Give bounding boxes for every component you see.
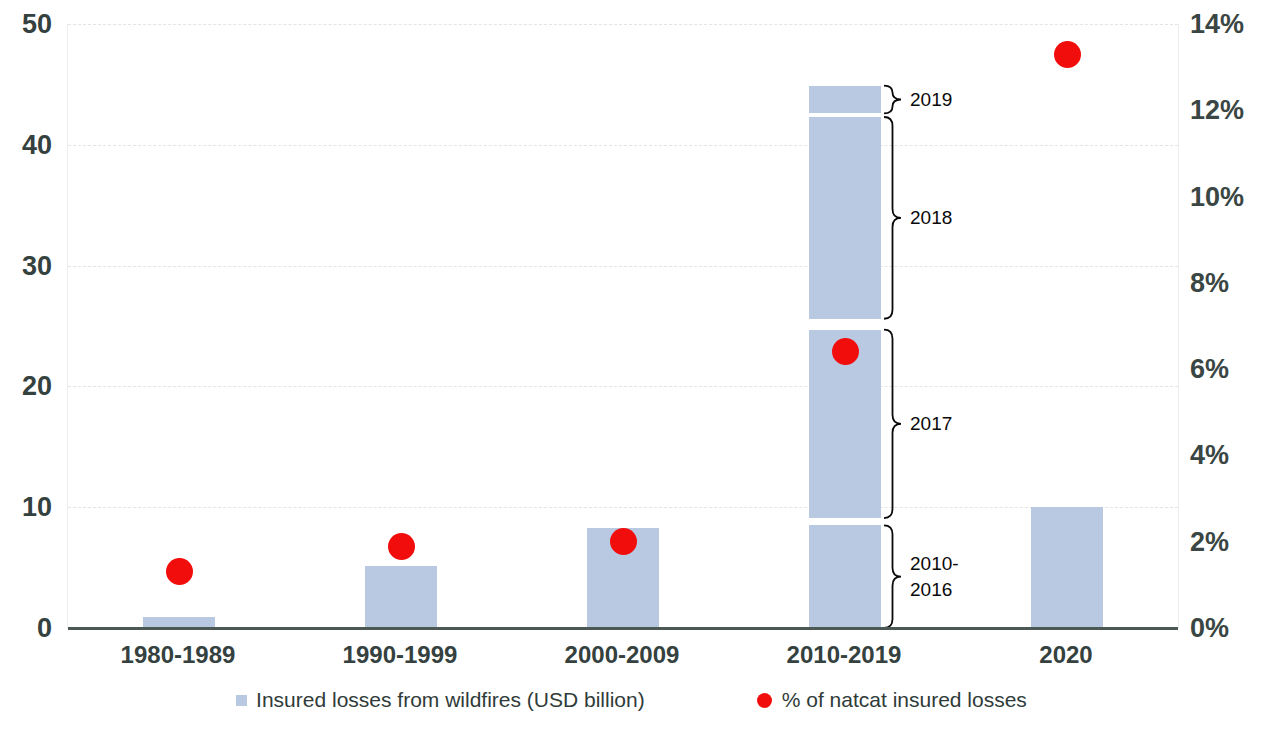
brace-label-2019: 2019 (910, 87, 952, 113)
x-axis-line (68, 627, 1178, 630)
brace-label-2018: 2018 (910, 205, 952, 231)
legend: Insured losses from wildfires (USD billi… (0, 688, 1263, 712)
legend-item-natcat-pct: % of natcat insured losses (757, 688, 1027, 712)
brace-2010-2016 (884, 525, 901, 628)
right-axis-tick-10: 10% (1190, 183, 1260, 211)
brace-2018 (884, 117, 901, 319)
wildfire-losses-chart: 0 10 20 30 40 50 0% 2% 4% 6% 8% 10% 12% 14% 1980-198… (0, 0, 1263, 738)
left-axis-tick-50: 50 (0, 10, 52, 38)
legend-item-insured-losses: Insured losses from wildfires (USD billi… (236, 688, 645, 712)
left-axis-tick-10: 10 (0, 493, 52, 521)
right-axis-tick-12: 12% (1190, 96, 1260, 124)
bar-swatch-icon (236, 695, 247, 706)
right-axis-tick-2: 2% (1190, 528, 1260, 556)
x-axis-label-2000-2009: 2000-2009 (511, 641, 733, 669)
dot-1990-1999 (388, 533, 415, 560)
right-axis-tick-14: 14% (1190, 10, 1260, 38)
brace-label-2017: 2017 (910, 411, 952, 437)
left-axis-tick-20: 20 (0, 372, 52, 400)
x-axis-label-2010-2019: 2010-2019 (733, 641, 955, 669)
plot-area (67, 24, 1179, 628)
left-axis-tick-40: 40 (0, 131, 52, 159)
right-axis-tick-8: 8% (1190, 269, 1260, 297)
brace-2019 (884, 86, 901, 114)
right-axis-tick-0: 0% (1190, 614, 1260, 642)
x-axis-label-2020: 2020 (955, 641, 1177, 669)
left-axis-tick-0: 0 (0, 614, 52, 642)
dot-1980-1989 (166, 558, 193, 585)
brace-2017 (884, 330, 901, 518)
brace-label-2010-2016: 2010-2016 (910, 551, 959, 603)
legend-label-natcat-pct: % of natcat insured losses (782, 688, 1027, 712)
legend-label-insured-losses: Insured losses from wildfires (USD billi… (256, 688, 645, 712)
dot-2010-2019 (832, 338, 859, 365)
right-axis-tick-4: 4% (1190, 441, 1260, 469)
dot-swatch-icon (757, 693, 772, 708)
x-axis-label-1980-1989: 1980-1989 (67, 641, 289, 669)
right-axis-tick-6: 6% (1190, 355, 1260, 383)
left-axis-tick-30: 30 (0, 252, 52, 280)
dot-2000-2009 (610, 528, 637, 555)
x-axis-label-1990-1999: 1990-1999 (289, 641, 511, 669)
dot-2020 (1054, 41, 1081, 68)
